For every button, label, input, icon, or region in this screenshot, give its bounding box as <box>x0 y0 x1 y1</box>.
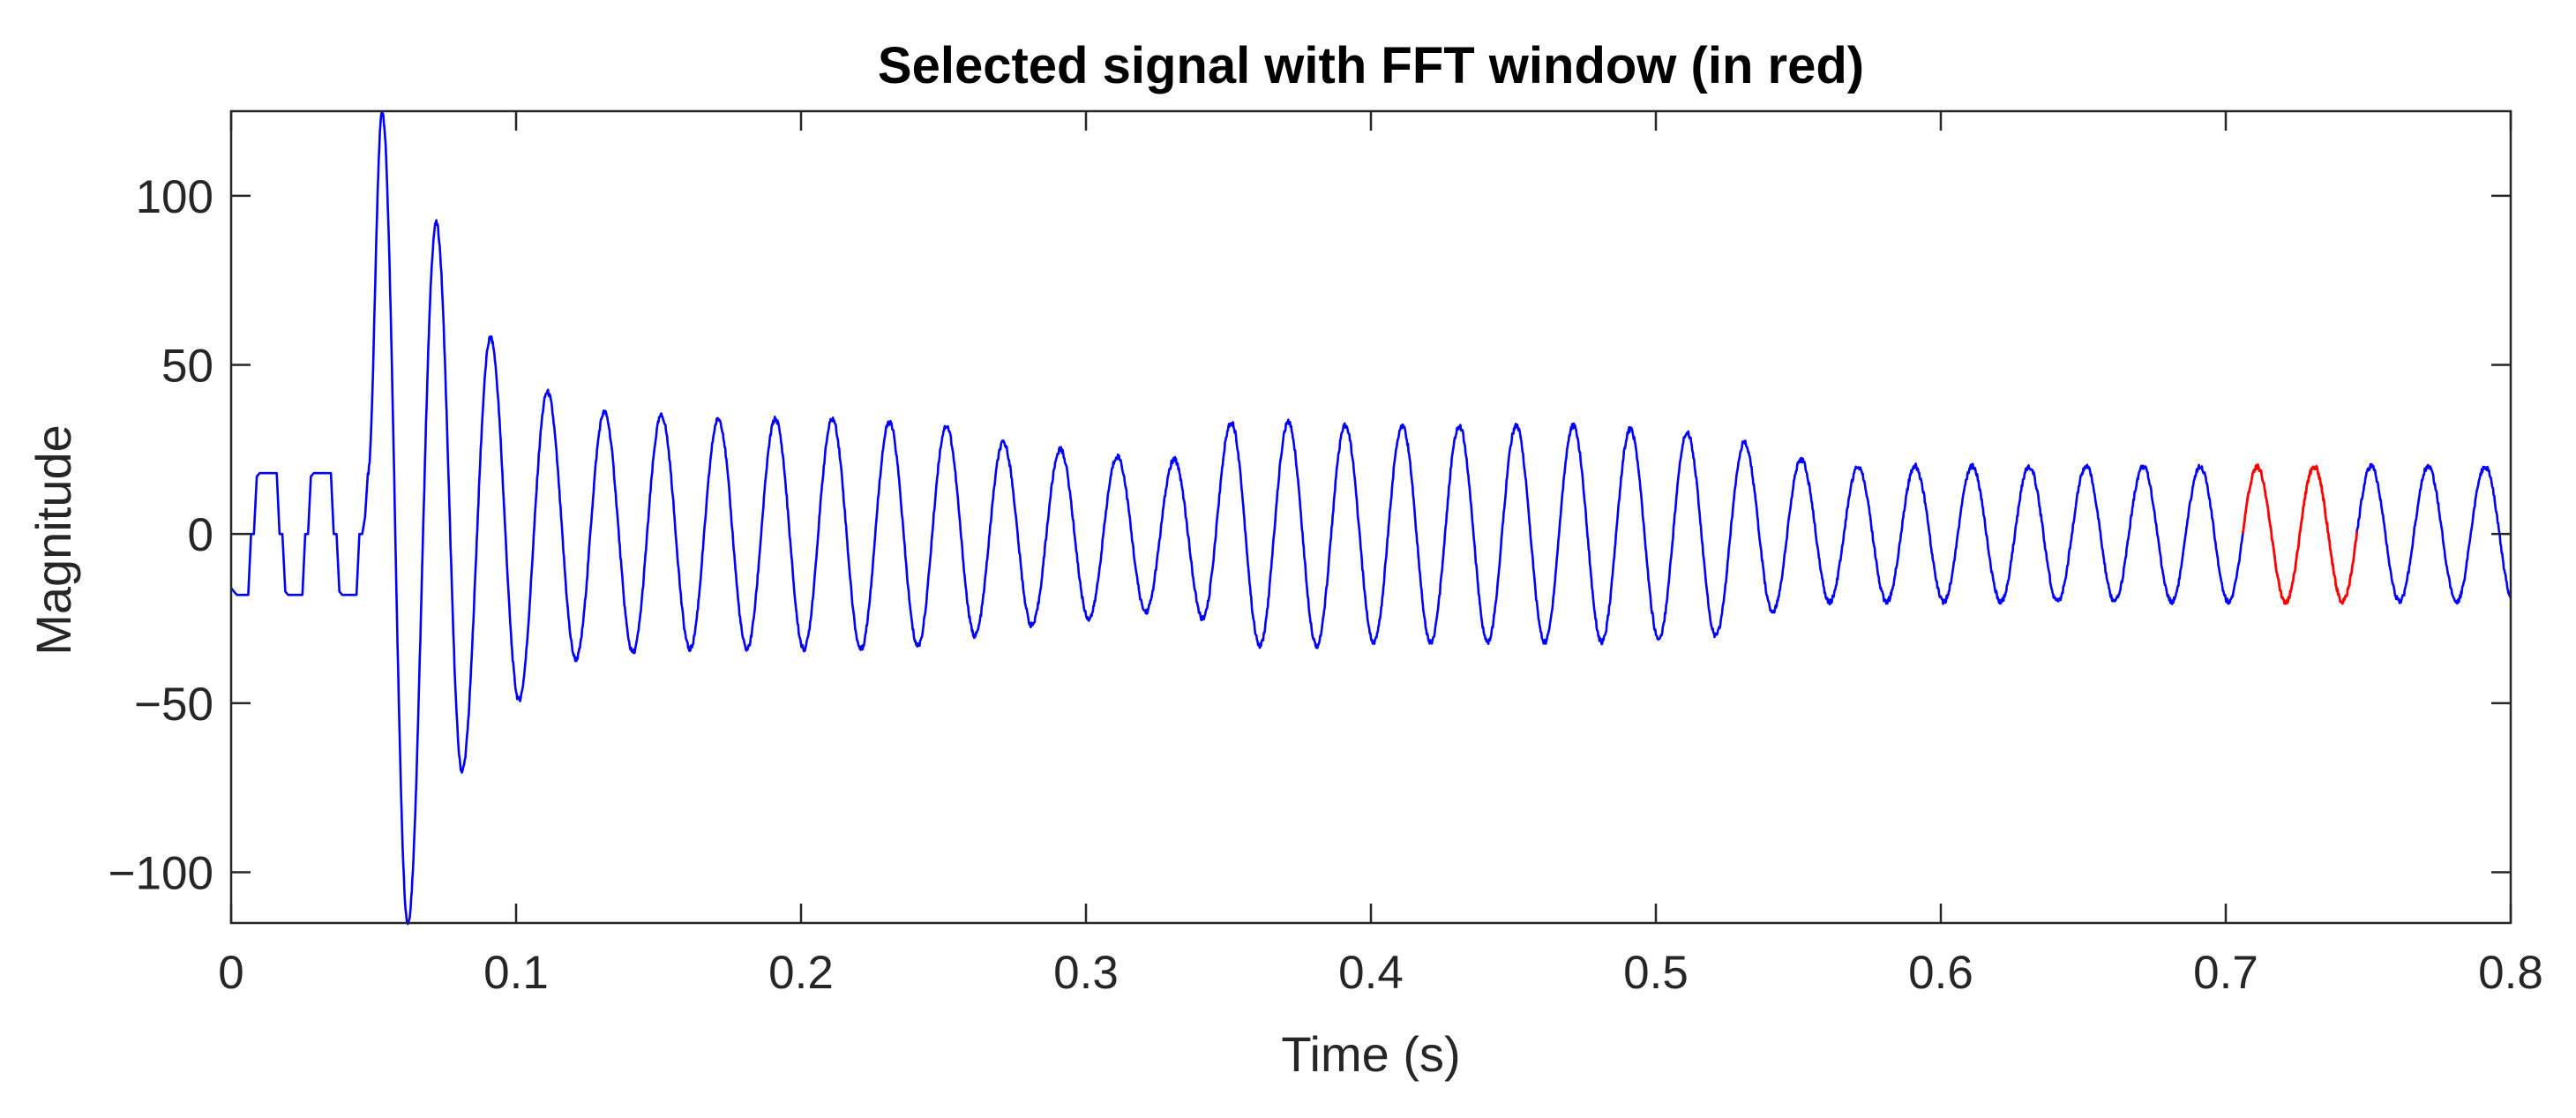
y-tick-label: −100 <box>109 848 213 900</box>
ticks-layer: 0 0.1 0.2 0.3 0.4 0.5 0.6 0.7 0.8 −100 −50 0 50 100 <box>109 111 2543 999</box>
chart-title: Selected signal with FFT window (in red) <box>878 37 1864 94</box>
x-axis-label: Time (s) <box>1281 1026 1460 1082</box>
y-tick-label: 50 <box>161 341 213 393</box>
x-tick-label: 0.2 <box>768 947 834 999</box>
y-tick-label: 100 <box>136 171 213 223</box>
plot-layer <box>231 111 2511 926</box>
x-tick-label: 0.3 <box>1053 947 1119 999</box>
y-tick-label: −50 <box>134 679 213 731</box>
signal-series-line <box>231 111 2511 926</box>
y-axis-label: Magnitude <box>26 424 81 656</box>
x-tick-label: 0 <box>218 947 243 999</box>
x-tick-label: 0.8 <box>2478 947 2543 999</box>
fft-window-series-line <box>2242 463 2358 605</box>
x-tick-label: 0.6 <box>1908 947 1973 999</box>
x-tick-label: 0.1 <box>483 947 549 999</box>
x-tick-label: 0.7 <box>2193 947 2258 999</box>
x-tick-label: 0.5 <box>1623 947 1689 999</box>
x-tick-label: 0.4 <box>1338 947 1404 999</box>
y-tick-label: 0 <box>188 509 213 561</box>
